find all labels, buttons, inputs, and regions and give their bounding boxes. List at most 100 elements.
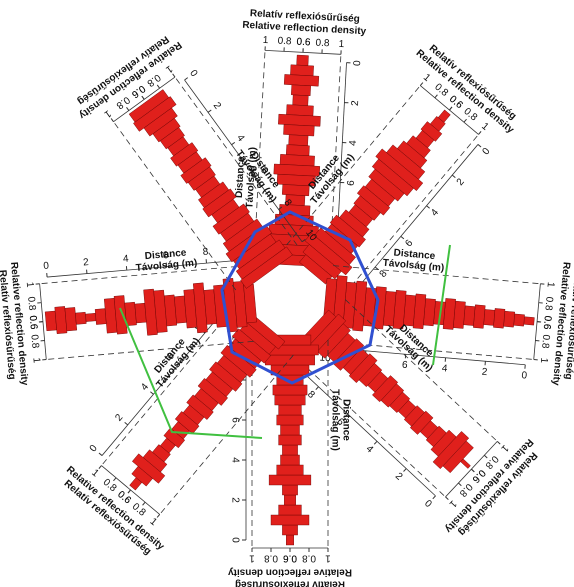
- axis-line: [47, 259, 247, 278]
- y-tick: [110, 118, 114, 122]
- axis-line: [288, 359, 436, 497]
- x-tick-label: 10: [319, 352, 331, 364]
- profile-bar: [278, 504, 302, 516]
- x-tick-label: 2: [83, 257, 90, 268]
- y-tick-label: 0.8: [25, 296, 37, 311]
- y-tick-label: 1: [338, 39, 345, 50]
- y-tick-label: 0.6: [283, 552, 297, 563]
- x-tick: [175, 360, 180, 365]
- x-tick-label: 8: [378, 268, 390, 280]
- frame-line: [344, 299, 498, 442]
- y-tick-label: 1: [498, 442, 510, 454]
- x-tick-label: 4: [441, 363, 448, 374]
- profile-bar: [278, 434, 302, 446]
- y-tick-label: 1: [24, 281, 35, 288]
- x-tick: [124, 421, 129, 426]
- y-tick-label: 0.6: [541, 315, 553, 330]
- y-tick: [127, 489, 131, 494]
- y-tick-label: 1: [249, 552, 255, 563]
- axis-title: Relatív reflexiósűrűség: [563, 269, 574, 380]
- y-tick-label: 1: [446, 498, 458, 510]
- y-tick: [445, 496, 449, 501]
- y-tick: [483, 454, 488, 459]
- profile-bar: [290, 64, 314, 77]
- boundary-polygon: [220, 210, 380, 385]
- profile-bar: [463, 305, 476, 326]
- profile-bar: [85, 312, 97, 322]
- x-tick-label: 6: [334, 416, 346, 428]
- y-tick: [496, 440, 501, 445]
- profile-bar: [286, 534, 294, 546]
- axis-line: [349, 144, 479, 298]
- y-tick: [113, 477, 117, 482]
- y-tick: [478, 131, 482, 135]
- y-tick-label: 1: [148, 516, 160, 528]
- y-tick-label: 0.6: [296, 37, 311, 49]
- x-tick-label: 4: [229, 457, 240, 463]
- x-tick-label: 6: [165, 351, 177, 363]
- x-tick-label: 6: [229, 417, 240, 423]
- profile-bar: [278, 404, 302, 416]
- x-tick-label: 2: [113, 412, 125, 424]
- x-tick: [150, 391, 154, 395]
- profile-bar: [513, 313, 525, 327]
- profile-bar: [134, 302, 147, 324]
- frame-line: [113, 121, 237, 291]
- x-tick-label: 0: [352, 60, 363, 67]
- profile-bar: [493, 308, 506, 329]
- x-tick-label: 8: [305, 389, 317, 401]
- x-tick: [207, 109, 212, 113]
- y-tick: [449, 106, 453, 111]
- y-tick-label: 1: [421, 72, 433, 84]
- axis-title: Relatív reflexiósűrűség: [235, 578, 345, 587]
- profile-bar: [286, 104, 314, 117]
- x-tick: [432, 495, 436, 500]
- x-tick-label: 4: [139, 381, 151, 393]
- x-tick-label: 4: [348, 140, 359, 147]
- frame-line: [420, 85, 479, 135]
- y-tick-label: 1: [538, 357, 549, 364]
- y-tick-label: 0.8: [277, 36, 292, 48]
- y-tick-label: 0.6: [27, 315, 39, 330]
- y-tick: [471, 468, 475, 473]
- profile-bar: [483, 309, 496, 326]
- axis-title: Távolság (m): [135, 258, 197, 274]
- x-tick: [400, 235, 405, 240]
- x-tick: [344, 413, 349, 418]
- y-tick: [156, 84, 161, 89]
- profile-bar: [44, 310, 57, 332]
- y-tick-label: 1: [163, 63, 174, 75]
- x-tick-label: 2: [211, 100, 223, 111]
- y-tick-label: 0.6: [27, 315, 39, 330]
- profile-bar: [282, 524, 298, 536]
- y-tick-label: 1: [479, 121, 491, 133]
- y-tick: [98, 465, 102, 469]
- axis-title: Távolság (m): [329, 389, 340, 451]
- profile-bar: [279, 154, 315, 167]
- frame-line: [101, 305, 236, 466]
- x-tick-label: 4: [234, 133, 246, 144]
- profile-bar: [283, 124, 315, 137]
- x-tick-label: 4: [123, 254, 130, 265]
- y-tick-label: 1: [262, 35, 269, 46]
- axis-title: Távolság (m): [244, 147, 258, 209]
- x-tick-label: 0: [43, 261, 50, 272]
- profile-bar: [296, 54, 309, 66]
- x-tick-label: 2: [393, 471, 405, 483]
- x-tick-label: 2: [481, 367, 488, 378]
- y-tick-label: 0.8: [315, 38, 330, 50]
- axis-title: Relative reflection density: [228, 566, 352, 577]
- x-tick-label: 6: [258, 165, 270, 176]
- y-tick-label: 1: [102, 107, 113, 119]
- x-tick: [231, 141, 236, 146]
- x-tick-label: 0: [521, 370, 528, 381]
- y-tick-label: 0.6: [296, 37, 311, 49]
- profile-bar: [94, 308, 107, 325]
- x-tick: [315, 386, 319, 391]
- x-tick: [451, 174, 456, 179]
- axis-title: Távolság (m): [382, 258, 444, 274]
- profile-bar: [283, 74, 320, 87]
- x-tick: [184, 77, 189, 81]
